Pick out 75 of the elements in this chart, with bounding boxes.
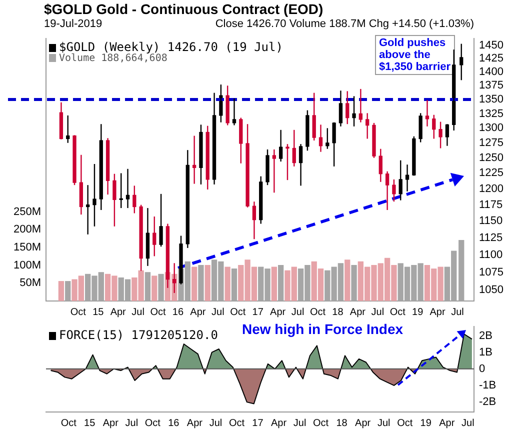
y2-tick-label: 150M (13, 241, 41, 254)
x-tick-label: Oct (230, 306, 246, 318)
y-tick-label: 1100 (479, 248, 503, 261)
x-tick-label: Jul (462, 418, 474, 429)
x-tick-label: Jul (293, 418, 306, 429)
y-tick-label: 1300 (479, 122, 504, 134)
y-tick-label: 1200 (479, 182, 504, 195)
x-tick-label: Oct (390, 306, 406, 318)
x-tick-label: 17 (252, 418, 264, 429)
y-tick-label: 1B (479, 346, 492, 358)
x-tick-label: Jul (132, 306, 144, 318)
y2-tick-label: 100M (13, 259, 41, 272)
x-tick-label: Oct (70, 306, 86, 318)
x-tick-label: Apr (190, 306, 206, 318)
y-tick-label: 1350 (479, 94, 504, 106)
y-tick-label: 1425 (479, 52, 504, 65)
y2-tick-label: 50M (20, 277, 41, 290)
x-tick-label: 15 (84, 418, 96, 429)
x-tick-label: Apr (186, 418, 204, 429)
y-tick-label: 1450 (479, 39, 504, 52)
y-tick-label: 1275 (479, 136, 504, 149)
y-tick-label: -1B (479, 380, 496, 392)
x-tick-label: Apr (430, 306, 446, 318)
text: Close 1426.70 Volume 188.7M Chg +14.50 (+1.03%) (215, 18, 474, 30)
y2-tick-label: 250M (13, 206, 41, 218)
x-tick-label: Apr (102, 418, 120, 429)
x-tick-label: Oct (397, 418, 413, 429)
chart-title: $GOLD Gold - Continuous Contract (EOD) (44, 1, 324, 17)
annotation: New high in Force Index (242, 321, 404, 337)
y-tick-label: -2B (479, 396, 496, 408)
x-tick-label: 16 (172, 306, 184, 318)
y-tick-label: 1075 (479, 266, 504, 278)
x-tick-label: Apr (439, 418, 456, 429)
y2-tick-label: 200M (13, 224, 41, 236)
x-tick-label: Jul (212, 306, 224, 318)
x-tick-label: Jul (377, 418, 390, 429)
y-tick-label: 1150 (479, 215, 503, 228)
x-tick-label: Oct (60, 418, 77, 429)
x-tick-label: Oct (313, 418, 329, 429)
y-tick-label: 1225 (479, 167, 504, 180)
y-tick-label: 2B (479, 330, 492, 342)
x-tick-label: 19 (420, 418, 432, 429)
x-tick-label: Apr (355, 418, 372, 429)
x-tick-label: 16 (168, 418, 180, 429)
x-tick-label: Apr (110, 306, 127, 318)
y-tick-label: 1375 (479, 80, 504, 92)
legend-label: FORCE(15) 1791205120.0 (58, 328, 218, 342)
x-tick-label: Oct (144, 418, 161, 429)
legend-label: $GOLD (Weekly) 1426.70 (19 Jul) (58, 40, 283, 54)
x-tick-label: Apr (350, 306, 366, 318)
x-tick-label: 19 (412, 306, 424, 318)
annotation: Gold pushes above the $1,350 barrier (375, 35, 455, 75)
x-tick-label: Apr (270, 418, 288, 429)
legend-label: Volume 188,664,608 (58, 52, 168, 65)
y-tick-label: 1125 (479, 232, 503, 244)
x-tick-label: Oct (228, 418, 245, 429)
x-tick-label: Jul (371, 306, 384, 318)
x-tick-label: Jul (451, 306, 464, 318)
y-tick-label: 1325 (479, 108, 504, 120)
y-tick-label: 1050 (479, 284, 504, 296)
x-tick-label: 17 (252, 306, 264, 318)
y-tick-label: 1400 (479, 66, 504, 78)
y-tick-label: 1250 (479, 152, 504, 164)
y-tick-label: 1175 (479, 198, 503, 211)
x-tick-label: 15 (92, 306, 104, 318)
x-tick-label: Oct (150, 306, 166, 318)
x-tick-label: Apr (270, 306, 286, 318)
chart-subtitle: 19-Jul-2019 (44, 18, 102, 30)
x-tick-label: Jul (291, 306, 304, 318)
x-tick-label: 18 (336, 418, 348, 429)
y-tick-label: 0 (479, 362, 486, 375)
x-tick-label: Jul (209, 418, 222, 429)
x-tick-label: 18 (332, 306, 344, 318)
x-tick-label: Jul (125, 418, 138, 429)
x-tick-label: Oct (310, 306, 326, 318)
